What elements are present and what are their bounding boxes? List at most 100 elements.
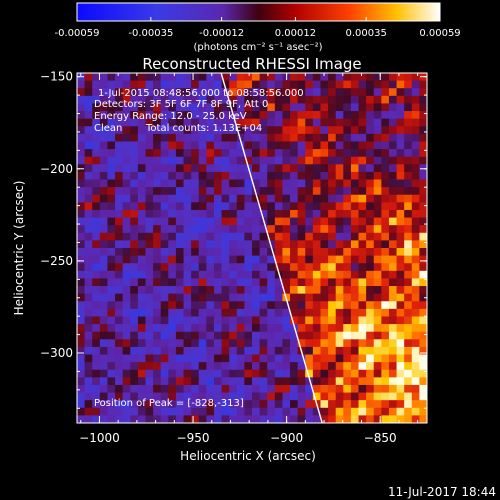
heatmap-cell (122, 194, 131, 203)
heatmap-cell (122, 331, 131, 340)
heatmap-cell (206, 217, 215, 226)
heatmap-cell (358, 156, 367, 165)
heatmap-cell (396, 248, 405, 257)
heatmap-cell (388, 324, 397, 333)
heatmap-cell (99, 354, 108, 363)
heatmap-cell (282, 217, 291, 226)
heatmap-cell (297, 293, 306, 302)
heatmap-cell (290, 95, 299, 104)
heatmap-cell (373, 187, 382, 196)
heatmap-cell (373, 384, 382, 393)
heatmap-cell (411, 103, 420, 112)
heatmap-cell (153, 301, 162, 310)
heatmap-cell (107, 270, 116, 279)
heatmap-cell (221, 133, 230, 142)
heatmap-cell (404, 95, 413, 104)
heatmap-cell (411, 133, 420, 142)
heatmap-cell (153, 392, 162, 401)
heatmap-cell (373, 270, 382, 279)
heatmap-cell (236, 232, 245, 241)
heatmap-cell (191, 339, 200, 348)
heatmap-cell (290, 324, 299, 333)
heatmap-cell (130, 118, 139, 127)
heatmap-cell (274, 369, 283, 378)
heatmap-cell (191, 103, 200, 112)
heatmap-cell (290, 278, 299, 287)
heatmap-cell (92, 217, 101, 226)
heatmap-cell (137, 80, 146, 89)
heatmap-cell (320, 225, 329, 234)
heatmap-cell (335, 339, 344, 348)
heatmap-cell (259, 316, 268, 325)
heatmap-cell (183, 415, 192, 423)
heatmap-cell (259, 187, 268, 196)
heatmap-cell (328, 286, 337, 295)
heatmap-cell (191, 301, 200, 310)
heatmap-cell (350, 225, 359, 234)
heatmap-cell (145, 141, 154, 150)
heatmap-cell (282, 400, 291, 409)
heatmap-cell (84, 301, 93, 310)
heatmap-cell (130, 164, 139, 173)
heatmap-cell (290, 141, 299, 150)
heatmap-cell (411, 187, 420, 196)
heatmap-cell (373, 278, 382, 287)
heatmap-cell (77, 88, 86, 97)
heatmap-cell (153, 164, 162, 173)
heatmap-cell (206, 384, 215, 393)
heatmap-cell (328, 194, 337, 203)
heatmap-cell (175, 171, 184, 180)
heatmap-cell (77, 286, 86, 295)
heatmap-cell (396, 156, 405, 165)
heatmap-cell (153, 324, 162, 333)
heatmap-cell (107, 217, 116, 226)
heatmap-cell (168, 194, 177, 203)
heatmap-cell (229, 369, 238, 378)
heatmap-cell (350, 217, 359, 226)
heatmap-cell (221, 225, 230, 234)
heatmap-cell (236, 324, 245, 333)
heatmap-cell (175, 164, 184, 173)
heatmap-cell (312, 324, 321, 333)
heatmap-cell (130, 400, 139, 409)
heatmap-cell (213, 270, 222, 279)
heatmap-cell (366, 240, 375, 249)
heatmap-cell (335, 225, 344, 234)
heatmap-cell (335, 164, 344, 173)
heatmap-cell (77, 377, 86, 386)
heatmap-cell (153, 126, 162, 135)
heatmap-cell (213, 126, 222, 135)
heatmap-cell (191, 149, 200, 158)
heatmap-cell (145, 324, 154, 333)
heatmap-cell (160, 126, 169, 135)
heatmap-cell (236, 225, 245, 234)
heatmap-cell (259, 164, 268, 173)
heatmap-cell (350, 187, 359, 196)
heatmap-cell (373, 171, 382, 180)
heatmap-cell (358, 316, 367, 325)
heatmap-cell (115, 118, 124, 127)
heatmap-cell (335, 209, 344, 218)
heatmap-cell (305, 88, 314, 97)
heatmap-cell (388, 377, 397, 386)
heatmap-cell (358, 354, 367, 363)
heatmap-cell (221, 111, 230, 120)
heatmap-cell (168, 369, 177, 378)
heatmap-cell (274, 415, 283, 423)
heatmap-cell (160, 164, 169, 173)
heatmap-cell (77, 209, 86, 218)
heatmap-cell (358, 88, 367, 97)
heatmap-cell (320, 88, 329, 97)
heatmap-cell (168, 331, 177, 340)
heatmap-cell (282, 187, 291, 196)
heatmap-cell (282, 308, 291, 317)
heatmap-cell (244, 118, 253, 127)
heatmap-cell (396, 407, 405, 416)
heatmap-cell (350, 415, 359, 423)
heatmap-cell (290, 415, 299, 423)
heatmap-cell (221, 194, 230, 203)
heatmap-cell (267, 255, 276, 264)
heatmap-cell (153, 316, 162, 325)
heatmap-cell (191, 73, 200, 82)
heatmap-cell (168, 346, 177, 355)
